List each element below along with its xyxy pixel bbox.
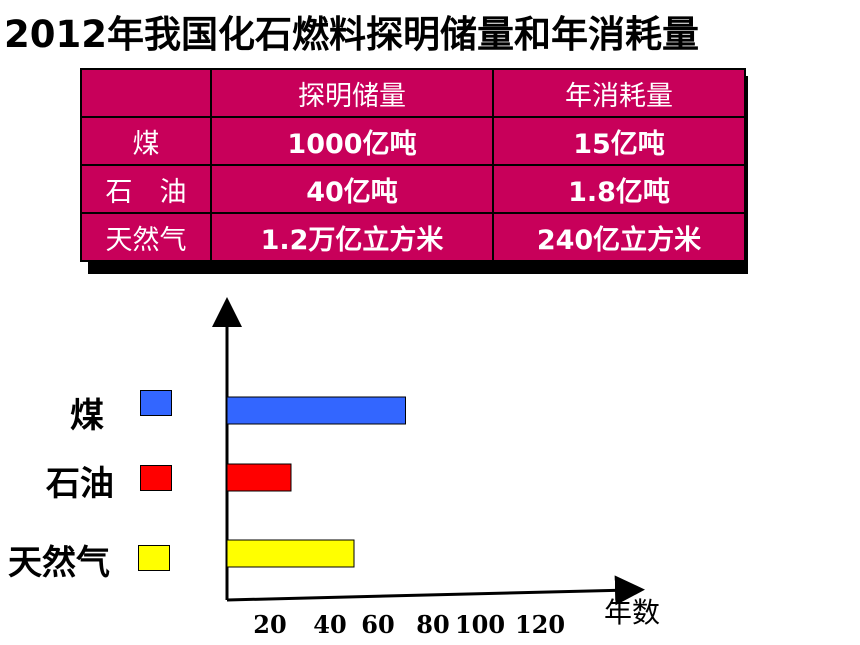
legend-swatch-coal [140, 390, 172, 416]
reserve-cell: 1000亿吨 [210, 116, 494, 166]
x-tick-label: 40 [313, 610, 346, 639]
x-tick-label: 100 [455, 610, 505, 639]
table-row: 天然气 1.2万亿立方米 240亿立方米 [80, 212, 746, 262]
x-axis [226, 575, 645, 606]
bar-0 [226, 396, 406, 425]
header-cell-empty [80, 68, 212, 118]
table-row: 石 油 40亿吨 1.8亿吨 [80, 164, 746, 214]
table-row: 煤 1000亿吨 15亿吨 [80, 116, 746, 166]
row-name-cell: 石 油 [80, 164, 212, 214]
row-name-cell: 天然气 [80, 212, 212, 262]
table-header-row: 探明储量 年消耗量 [80, 68, 746, 118]
legend-swatch-gas [138, 545, 170, 571]
x-tick-label: 120 [515, 610, 565, 639]
row-name-cell: 煤 [80, 116, 212, 166]
header-cell-reserve: 探明储量 [210, 68, 494, 118]
x-tick-label: 60 [361, 610, 394, 639]
reserve-cell: 40亿吨 [210, 164, 494, 214]
x-tick-label: 80 [416, 610, 449, 639]
legend-label-oil: 石油 [46, 464, 114, 504]
consumption-cell: 240亿立方米 [492, 212, 746, 262]
x-axis-title: 年数 [604, 596, 660, 629]
data-table: 探明储量 年消耗量 煤 1000亿吨 15亿吨 石 油 40亿吨 1.8亿吨 天… [80, 68, 746, 262]
x-tick-label: 20 [253, 610, 286, 639]
legend-label-gas: 天然气 [8, 543, 110, 583]
chart-title: 2012年我国化石燃料探明储量和年消耗量 [4, 13, 699, 56]
bar-1 [226, 463, 292, 492]
consumption-cell: 1.8亿吨 [492, 164, 746, 214]
reserve-cell: 1.2万亿立方米 [210, 212, 494, 262]
legend-label-coal: 煤 [70, 396, 104, 436]
header-cell-consumption: 年消耗量 [492, 68, 746, 118]
legend-swatch-oil [140, 465, 172, 491]
consumption-cell: 15亿吨 [492, 116, 746, 166]
bar-2 [226, 539, 355, 568]
